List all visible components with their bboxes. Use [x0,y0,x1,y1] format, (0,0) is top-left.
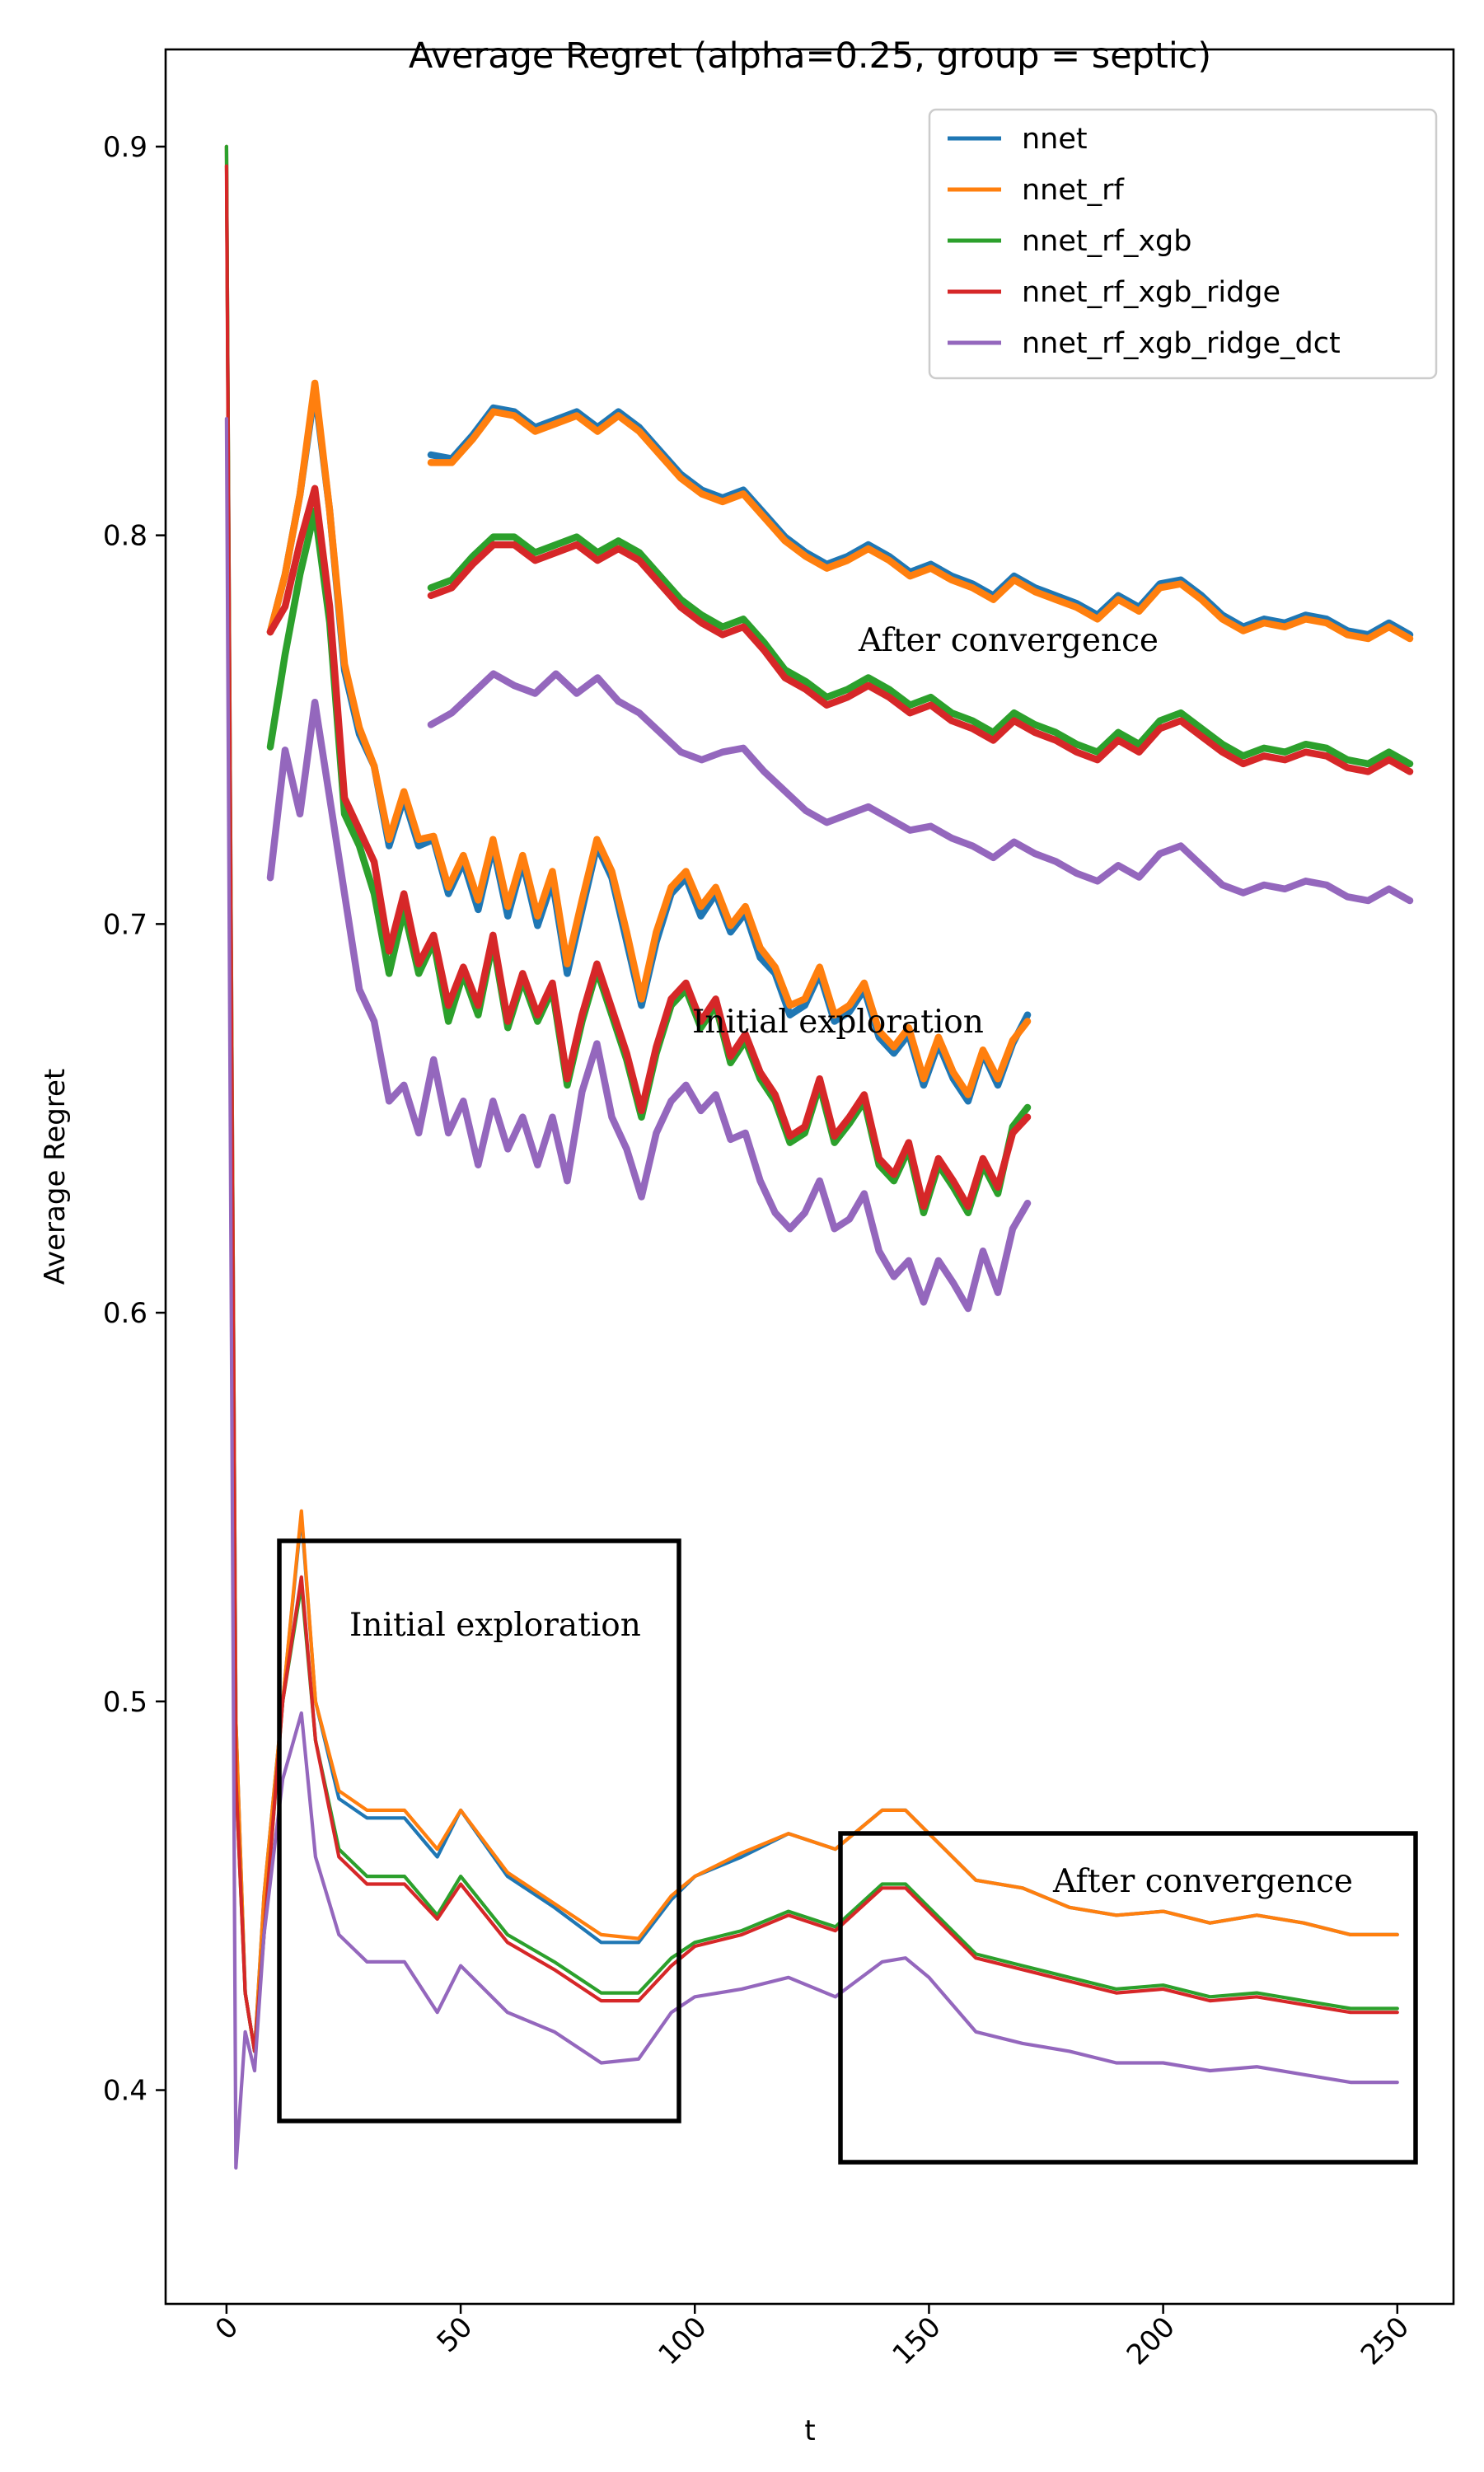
y-tick-label: 0.9 [103,131,147,164]
y-tick-label: 0.8 [103,520,147,553]
y-tick-label: 0.4 [103,2075,147,2108]
legend-label-nnet-rf-xgb: nnet_rf_xgb [1022,225,1191,258]
chart-title: Average Regret (alpha=0.25, group = sept… [409,35,1211,77]
legend-label-nnet-rf-xgb-ridge: nnet_rf_xgb_ridge [1022,276,1280,309]
x-axis-label: t [804,2414,815,2447]
y-tick-label: 0.6 [103,1297,147,1330]
inset-late-line-nnet-rf-xgb-ridge-dct [427,670,1414,905]
legend-label-nnet-rf-xgb-ridge-dct: nnet_rf_xgb_ridge_dct [1022,327,1341,360]
inset-early-line-nnet-rf [266,379,1032,1098]
legend-label-nnet: nnet [1022,123,1088,156]
label-after-convergence-upper: After convergence [858,622,1159,659]
inset-late-group [427,404,1414,905]
series-line-nnet-rf [224,144,1399,2053]
annotation-box-convergence [838,1831,1418,2165]
legend-frame [928,108,1438,380]
annotation-box-exploration [277,1538,681,2123]
y-axis: 0.4 0.5 0.6 0.7 0.8 0.9 [103,131,166,2108]
inset-late-line-nnet-rf-xgb [427,533,1414,768]
main-series-group [224,144,1399,2170]
y-axis-label: Average Regret [39,1069,72,1285]
label-initial-exploration-upper: Initial exploration [692,1004,984,1041]
label-after-convergence-box: After convergence [1052,1863,1353,1900]
inset-early-line-nnet-rf-xgb-ridge-dct [266,698,1032,1313]
plot-area-frame [164,48,1455,2306]
inset-late-line-nnet-rf-xgb-ridge [427,541,1414,775]
inset-late-line-nnet-rf [427,408,1414,643]
y-tick-label: 0.7 [103,908,147,941]
legend: nnet nnet_rf nnet_rf_xgb nnet_rf_xgb_ridgen… [928,108,1438,380]
legend-entries: nnet nnet_rf nnet_rf_xgb nnet_rf_xgb_ridgen… [948,123,1341,360]
legend-label-nnet-rf: nnet_rf [1022,174,1125,207]
inset-early-line-nnet-rf-xgb-ridge [266,485,1032,1210]
label-initial-exploration-box: Initial exploration [349,1607,641,1644]
series-line-nnet-rf-xgb-ridge-dct [224,417,1399,2170]
series-line-nnet-rf-xgb-ridge [224,164,1399,2053]
inset-early-group [266,379,1032,1313]
y-tick-label: 0.5 [103,1686,147,1719]
